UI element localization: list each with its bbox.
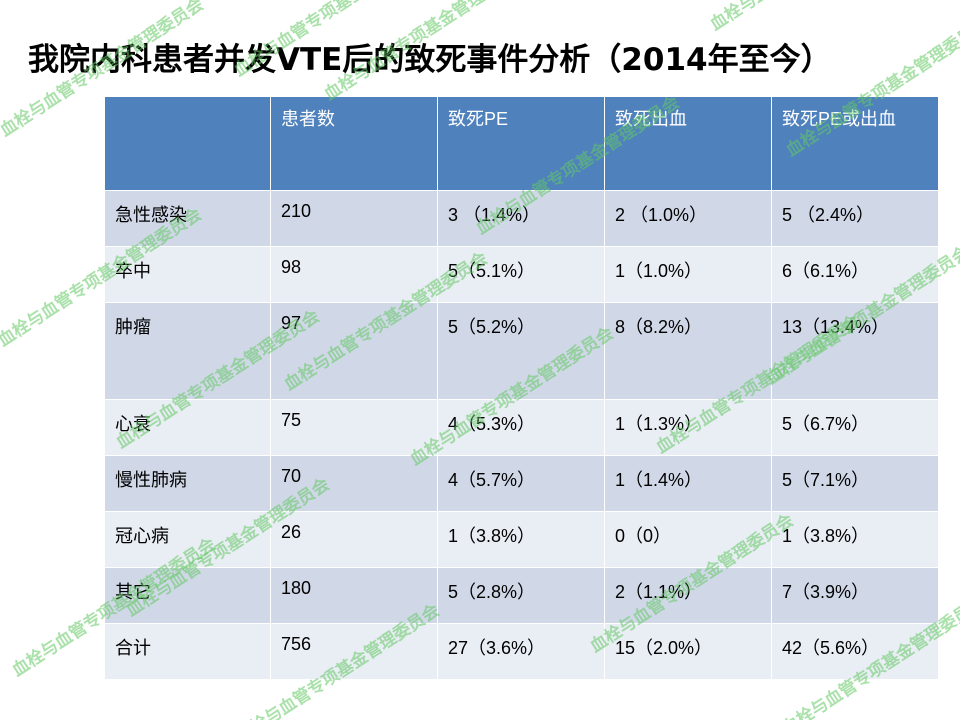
row-fatal-pe: 5（2.8%） — [437, 567, 605, 624]
header-fatal-bleeding: 致死出血 — [604, 96, 772, 191]
row-category: 冠心病 — [104, 511, 271, 568]
row-fatal-pe-or-bleeding: 7（3.9%） — [771, 567, 939, 624]
row-category: 合计 — [104, 623, 271, 680]
row-fatal-bleeding: 2 （1.0%） — [604, 190, 772, 247]
row-category: 肿瘤 — [104, 302, 271, 400]
header-patients: 患者数 — [270, 96, 438, 191]
row-patients: 210 — [270, 190, 438, 247]
row-fatal-bleeding: 1（1.4%） — [604, 455, 772, 512]
header-fatal-pe-or-bleeding: 致死PE或出血 — [771, 96, 939, 191]
row-category: 卒中 — [104, 246, 271, 303]
table-row: 急性感染 210 3 （1.4%） 2 （1.0%） 5 （2.4%） — [104, 190, 939, 247]
vte-fatal-events-table: 患者数 致死PE 致死出血 致死PE或出血 急性感染 210 3 （1.4%） … — [104, 96, 939, 680]
row-fatal-bleeding: 8（8.2%） — [604, 302, 772, 400]
table-row: 卒中 98 5（5.1%） 1（1.0%） 6（6.1%） — [104, 246, 939, 303]
row-patients: 70 — [270, 455, 438, 512]
row-fatal-bleeding: 0（0） — [604, 511, 772, 568]
row-patients: 98 — [270, 246, 438, 303]
table-row: 肿瘤 97 5（5.2%） 8（8.2%） 13（13.4%） — [104, 302, 939, 400]
header-fatal-pe: 致死PE — [437, 96, 605, 191]
table-row: 心衰 75 4（5.3%） 1（1.3%） 5（6.7%） — [104, 399, 939, 456]
row-fatal-pe-or-bleeding: 6（6.1%） — [771, 246, 939, 303]
row-fatal-pe-or-bleeding: 5（7.1%） — [771, 455, 939, 512]
table-row: 慢性肺病 70 4（5.7%） 1（1.4%） 5（7.1%） — [104, 455, 939, 512]
row-fatal-pe-or-bleeding: 5（6.7%） — [771, 399, 939, 456]
row-category: 慢性肺病 — [104, 455, 271, 512]
row-fatal-pe: 3 （1.4%） — [437, 190, 605, 247]
row-category: 心衰 — [104, 399, 271, 456]
row-fatal-pe: 5（5.2%） — [437, 302, 605, 400]
row-fatal-pe-or-bleeding: 5 （2.4%） — [771, 190, 939, 247]
row-fatal-bleeding: 1（1.0%） — [604, 246, 772, 303]
row-fatal-bleeding: 1（1.3%） — [604, 399, 772, 456]
row-fatal-pe: 4（5.7%） — [437, 455, 605, 512]
row-category: 其它 — [104, 567, 271, 624]
table-header-row: 患者数 致死PE 致死出血 致死PE或出血 — [104, 96, 939, 191]
slide-title: 我院内科患者并发VTE后的致死事件分析（2014年至今） — [28, 42, 832, 78]
header-category — [104, 96, 271, 191]
row-fatal-pe-or-bleeding: 42（5.6%） — [771, 623, 939, 680]
row-patients: 97 — [270, 302, 438, 400]
row-fatal-pe: 27（3.6%） — [437, 623, 605, 680]
watermark: 血栓与血管专项基金管理委员会 — [704, 0, 917, 35]
row-fatal-pe-or-bleeding: 13（13.4%） — [771, 302, 939, 400]
table-row: 冠心病 26 1（3.8%） 0（0） 1（3.8%） — [104, 511, 939, 568]
row-fatal-pe: 5（5.1%） — [437, 246, 605, 303]
row-fatal-pe: 1（3.8%） — [437, 511, 605, 568]
table-row: 其它 180 5（2.8%） 2（1.1%） 7（3.9%） — [104, 567, 939, 624]
row-category: 急性感染 — [104, 190, 271, 247]
row-fatal-pe: 4（5.3%） — [437, 399, 605, 456]
row-fatal-bleeding: 15（2.0%） — [604, 623, 772, 680]
row-fatal-bleeding: 2（1.1%） — [604, 567, 772, 624]
row-fatal-pe-or-bleeding: 1（3.8%） — [771, 511, 939, 568]
row-patients: 75 — [270, 399, 438, 456]
row-patients: 180 — [270, 567, 438, 624]
table-row-total: 合计 756 27（3.6%） 15（2.0%） 42（5.6%） — [104, 623, 939, 680]
row-patients: 756 — [270, 623, 438, 680]
row-patients: 26 — [270, 511, 438, 568]
